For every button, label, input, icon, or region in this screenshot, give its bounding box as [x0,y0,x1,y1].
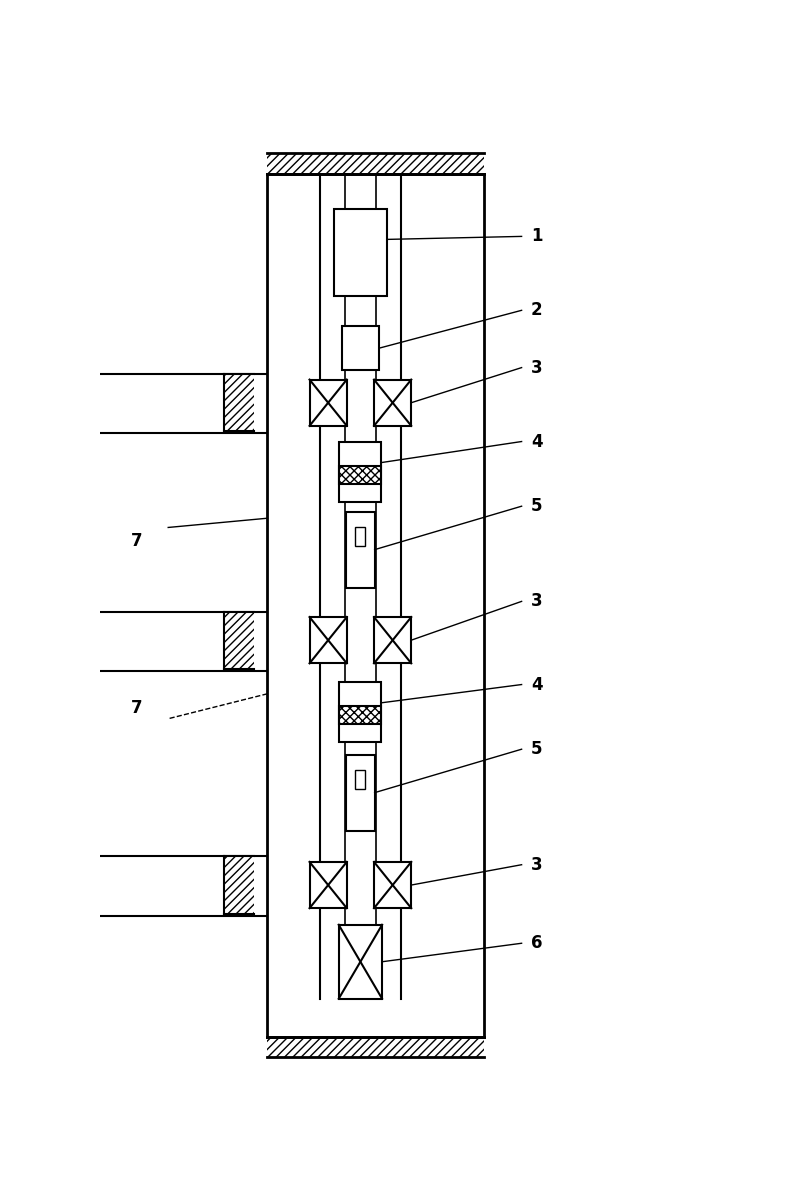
Bar [334,209,386,296]
Text: 6: 6 [531,935,542,953]
Bar [339,466,382,484]
Text: 2: 2 [531,301,542,319]
Text: 7: 7 [131,533,142,551]
Text: 3: 3 [531,359,542,377]
Text: 5: 5 [531,497,542,515]
Bar [338,925,382,998]
Text: 3: 3 [531,856,542,874]
Bar [310,862,346,908]
Bar [224,374,254,431]
Bar [224,612,254,668]
Text: 3: 3 [531,593,542,611]
Bar [267,154,485,174]
Bar [339,682,382,742]
Bar [224,857,254,913]
Bar [310,379,346,426]
Bar [339,442,382,502]
Text: 7: 7 [131,698,142,716]
Text: 5: 5 [531,740,542,758]
Text: 1: 1 [531,227,542,245]
Bar [355,770,366,788]
Bar [374,379,411,426]
Text: 4: 4 [531,432,542,450]
Bar [346,511,374,588]
Bar [374,617,411,664]
Bar [346,755,374,830]
Text: 4: 4 [531,676,542,694]
Bar [342,326,379,371]
Bar [355,528,366,546]
Bar [267,1037,485,1057]
Bar [374,862,411,908]
Bar [310,617,346,664]
Bar [339,706,382,725]
